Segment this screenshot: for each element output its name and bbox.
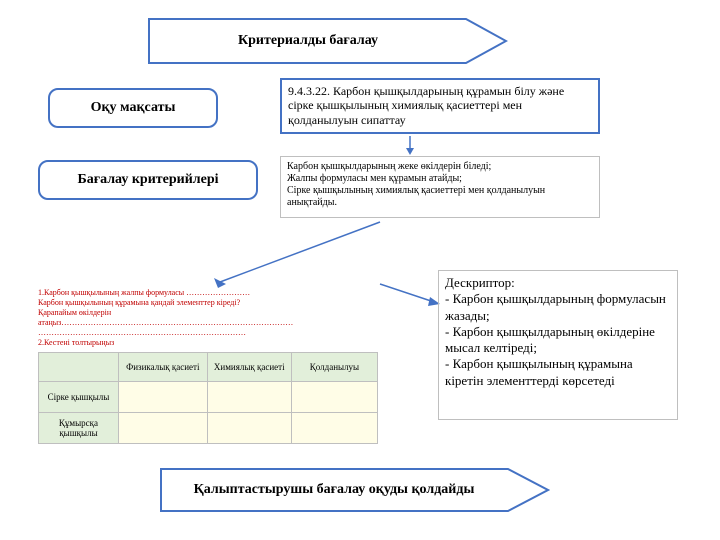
- objective-box: 9.4.3.22. Карбон қышқылдарының құрамын б…: [280, 78, 600, 134]
- criteria-box: Карбон қышқылдарының жеке өкілдерін біле…: [280, 156, 600, 218]
- criteria-line: Жалпы формуласы мен құрамын атайды;: [287, 173, 593, 185]
- bottom-arrow-label: Қалыптастырушы бағалау оқуды қолдайды: [160, 468, 508, 512]
- task-line: ……………………………………………………………………: [38, 328, 418, 338]
- oku-maksaty-box: Оқу мақсаты: [48, 88, 218, 128]
- properties-table: Физикалық қасиетіХимиялық қасиетіҚолданы…: [38, 352, 378, 444]
- red-task-block: 1.Карбон қышқылының жалпы формуласы ……………: [38, 288, 418, 348]
- arrow-objective-to-criteria: [404, 136, 416, 156]
- task-line: 2.Кестені толтырыңыз: [38, 338, 418, 348]
- table-cell: Сірке қышқылы: [39, 382, 119, 413]
- table-header: Физикалық қасиеті: [118, 353, 207, 382]
- title-arrow-label: Критериалды бағалау: [148, 18, 468, 64]
- table-cell: [207, 382, 291, 413]
- table-cell: Құмырсқа қышқылы: [39, 413, 119, 444]
- criteria-line: Сірке қышқылының химиялық қасиеттері мен…: [287, 185, 593, 209]
- table-cell: [291, 413, 377, 444]
- task-line: 1.Карбон қышқылының жалпы формуласы ……………: [38, 288, 418, 298]
- descriptor-item: - Карбон қышқылдарының өкілдеріне мысал …: [445, 324, 671, 357]
- table-cell: [291, 382, 377, 413]
- table-header: [39, 353, 119, 382]
- table-cell: [118, 382, 207, 413]
- task-line: Қарапайым өкілдерін: [38, 308, 418, 318]
- arrow-criteria-to-task: [200, 220, 390, 290]
- descriptor-title: Дескриптор:: [445, 275, 671, 291]
- table-cell: [118, 413, 207, 444]
- table-cell: [207, 413, 291, 444]
- task-line: Карбон қышқылының құрамына қандай элемен…: [38, 298, 418, 308]
- table-header: Химиялық қасиеті: [207, 353, 291, 382]
- descriptor-item: - Карбон қышқылының құрамына кіретін эле…: [445, 356, 671, 389]
- descriptor-box: Дескриптор:- Карбон қышқылдарының формул…: [438, 270, 678, 420]
- descriptor-item: - Карбон қышқылдарының формуласын жазады…: [445, 291, 671, 324]
- bagalau-kriteri-box: Бағалау критерийлері: [38, 160, 258, 200]
- table-header: Қолданылуы: [291, 353, 377, 382]
- criteria-line: Карбон қышқылдарының жеке өкілдерін біле…: [287, 161, 593, 173]
- task-line: атаңыз……………………………………………………………………………: [38, 318, 418, 328]
